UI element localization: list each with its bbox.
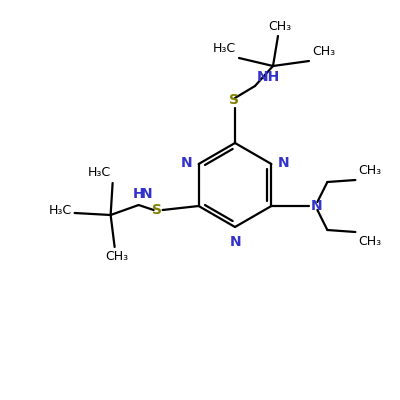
Text: N: N bbox=[310, 199, 322, 213]
Text: H₃C: H₃C bbox=[213, 42, 236, 55]
Text: S: S bbox=[152, 203, 162, 217]
Text: CH₃: CH₃ bbox=[312, 45, 335, 58]
Text: H₃C: H₃C bbox=[48, 204, 72, 216]
Text: N: N bbox=[181, 156, 193, 170]
Text: CH₃: CH₃ bbox=[358, 235, 382, 248]
Text: N: N bbox=[277, 156, 289, 170]
Text: N: N bbox=[230, 235, 242, 249]
Text: CH₃: CH₃ bbox=[268, 20, 292, 33]
Text: S: S bbox=[229, 93, 239, 107]
Text: H₃C: H₃C bbox=[88, 166, 111, 179]
Text: CH₃: CH₃ bbox=[105, 250, 128, 263]
Text: NH: NH bbox=[257, 70, 280, 84]
Text: H: H bbox=[133, 187, 144, 201]
Text: N: N bbox=[141, 187, 152, 201]
Text: CH₃: CH₃ bbox=[358, 164, 382, 177]
